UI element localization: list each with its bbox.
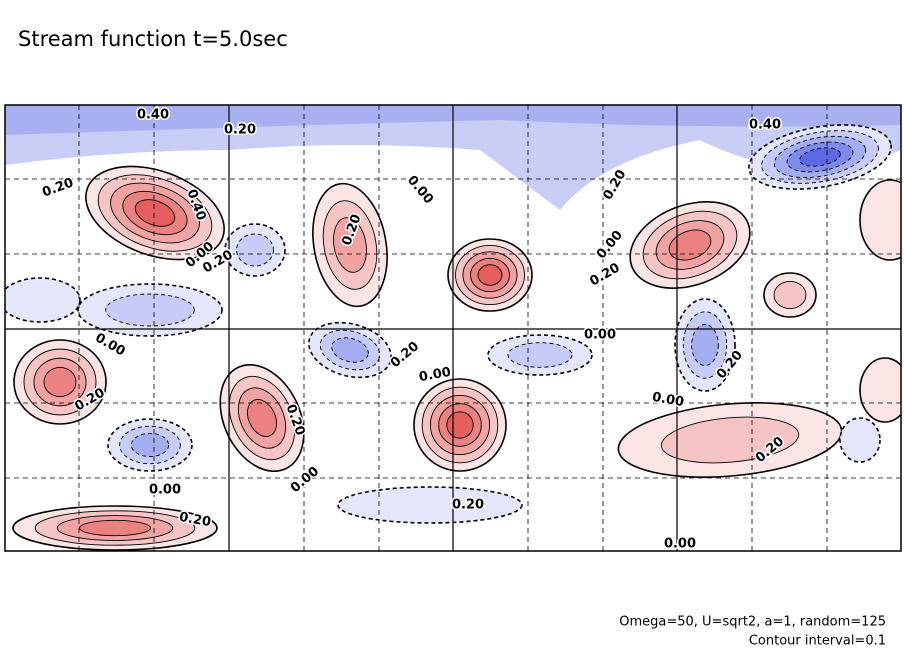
contour-shade [43, 366, 77, 398]
contour-label: 0.40 [749, 118, 781, 133]
contour-shade [236, 233, 274, 267]
contour-shade [799, 147, 841, 167]
contour-shade [839, 417, 881, 463]
note: Contour interval=0.1 [749, 634, 886, 649]
contour-shade [331, 337, 369, 363]
contour-shade [130, 432, 170, 458]
contour-label: 0.40 [137, 108, 169, 123]
contour-label: 0.00 [651, 390, 685, 410]
contour-label: 0.00 [584, 328, 616, 343]
grid [5, 105, 901, 551]
contour-shade [668, 229, 712, 261]
contour-label: 0.00 [418, 365, 452, 385]
contour-shade [5, 277, 81, 323]
plot-frame [4, 104, 902, 552]
contour-label: 0.00 [664, 537, 696, 552]
contour-shade [79, 519, 151, 537]
note: Omega=50, U=sqrt2, a=1, random=125 [619, 615, 886, 630]
contour-label: 0.20 [224, 123, 256, 138]
contour-shade [477, 264, 503, 286]
contour-shade [333, 217, 367, 273]
contour-label: 0.20 [452, 498, 484, 513]
contour-shade [105, 293, 195, 327]
contour-shade [691, 324, 719, 366]
contour-shade [859, 357, 901, 423]
chart-title: Stream function t=5.0sec [18, 27, 288, 51]
contour-shade [446, 411, 474, 439]
contour-shade [247, 399, 277, 437]
contour-shade [507, 342, 573, 368]
contour-label: 0.00 [149, 483, 181, 498]
contour-label: 0.20 [178, 510, 212, 530]
contour-shade [660, 416, 800, 464]
contour-shade [134, 199, 176, 227]
contour-shade [859, 179, 901, 261]
contour-field [5, 105, 901, 551]
contour-shade [773, 281, 807, 309]
contour-shade [337, 486, 523, 524]
